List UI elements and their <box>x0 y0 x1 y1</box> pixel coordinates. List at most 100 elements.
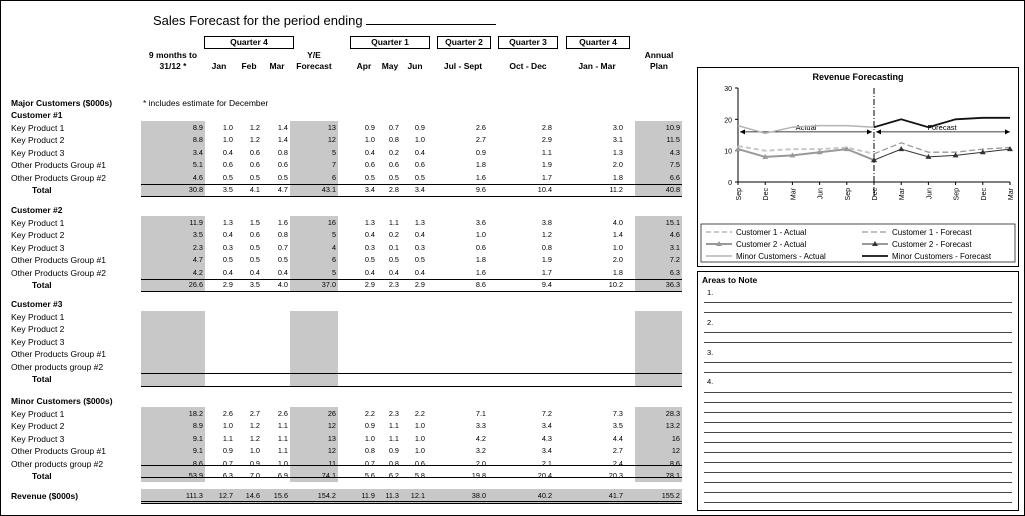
cell-value: 78.1 <box>665 471 680 480</box>
cell-value: 1.1 <box>277 433 288 443</box>
note-line[interactable] <box>704 492 1012 493</box>
cell-value: 7.0 <box>249 471 260 480</box>
cell-value: 12 <box>327 446 336 456</box>
revenue-label: Revenue ($000s) <box>11 491 79 501</box>
note-line[interactable] <box>704 342 1012 343</box>
cell-value: 5 <box>331 147 336 157</box>
note-line[interactable] <box>704 452 1012 453</box>
shade-ye-c2 <box>290 216 338 291</box>
cell-value: 155.2 <box>661 491 680 500</box>
x-tick-label: Dec <box>872 188 879 201</box>
x-tick-label: Mar <box>899 187 906 200</box>
cell-value: 0.5 <box>414 255 425 265</box>
note-line[interactable] <box>704 472 1012 473</box>
cell-value: 7 <box>331 160 336 170</box>
cell-value: 1.3 <box>364 218 375 227</box>
x-tick-label: Jun <box>818 188 825 199</box>
cell-value: 0.8 <box>277 147 288 157</box>
x-tick-label: Mar <box>790 187 797 200</box>
cell-value: 1.4 <box>277 135 288 145</box>
cell-value: 0.5 <box>388 172 399 182</box>
ye-line-1: Y/E <box>307 50 321 60</box>
total-label: Total <box>32 471 52 481</box>
note-line[interactable] <box>704 362 1012 363</box>
plan-line-2: Plan <box>650 61 668 71</box>
cell-value: 1.2 <box>249 123 260 132</box>
row-label: Key Product 3 <box>11 147 65 158</box>
note-line[interactable] <box>704 462 1012 463</box>
cell-value: 5 <box>331 230 336 240</box>
series-line <box>737 148 875 162</box>
shade-ytd-c3 <box>141 311 205 386</box>
cell-value: 13 <box>327 433 336 443</box>
cell-value: 37.0 <box>321 280 336 289</box>
cell-value: 2.9 <box>222 280 233 289</box>
cell-value: 4.2 <box>192 267 203 277</box>
cell-value: 0.4 <box>364 147 375 157</box>
notes-title: Areas to Note <box>702 275 758 285</box>
shade-plan-c3 <box>635 311 682 386</box>
cell-value: 2.3 <box>388 409 399 418</box>
cell-value: 2.3 <box>388 280 399 289</box>
cell-value: 0.6 <box>277 160 288 170</box>
note-line[interactable] <box>704 332 1012 333</box>
note-line[interactable] <box>704 442 1012 443</box>
cell-value: 0.3 <box>222 242 233 252</box>
cell-value: 0.4 <box>414 230 425 240</box>
col-header-jan: Jan <box>211 61 227 71</box>
col-header-ytd: 9 months to 31/12 * <box>140 50 206 72</box>
cell-value: 0.7 <box>277 242 288 252</box>
cell-value: 1.0 <box>364 135 375 145</box>
cell-value: 4.7 <box>192 255 203 265</box>
note-line[interactable] <box>704 422 1012 423</box>
cell-value: 1.2 <box>541 230 552 240</box>
cell-value: 0.4 <box>277 267 288 277</box>
total-rule-c1 <box>141 184 682 185</box>
total-rule-c3 <box>141 373 682 374</box>
shade-ytd-c2 <box>141 216 205 291</box>
cell-value: 0.2 <box>388 230 399 240</box>
note-line[interactable] <box>704 482 1012 483</box>
cell-value: 0.6 <box>249 230 260 240</box>
total-label: Total <box>32 374 52 384</box>
cell-value: 3.5 <box>249 280 260 289</box>
shade-ye-minor <box>290 407 338 482</box>
cell-value: 0.6 <box>249 147 260 157</box>
x-tick-label: Sep <box>736 188 743 201</box>
col-header-ye-forecast: Y/E Forecast <box>290 50 338 72</box>
section-heading: Customer #3 <box>11 299 63 309</box>
row-label: Key Product 1 <box>11 409 65 419</box>
cell-value: 1.3 <box>414 218 425 227</box>
series-point <box>898 146 905 152</box>
note-line[interactable] <box>704 432 1012 433</box>
cell-value: 2.0 <box>612 160 623 170</box>
note-line[interactable] <box>704 302 1012 303</box>
quarter-3-header: Quarter 3 <box>498 36 558 49</box>
note-line[interactable] <box>704 312 1012 313</box>
col-header-janmar: Jan - Mar <box>578 61 616 71</box>
series-line <box>737 124 875 135</box>
cell-value: 6.9 <box>277 471 288 480</box>
note-line[interactable] <box>704 402 1012 403</box>
cell-value: 1.8 <box>612 172 623 182</box>
cell-value: 0.6 <box>222 160 233 170</box>
cell-value: 154.2 <box>317 491 336 500</box>
x-tick-label: Mar <box>1008 187 1015 200</box>
col-header-annual-plan: Annual Plan <box>636 50 682 72</box>
period-blank-field[interactable] <box>366 12 497 25</box>
note-line[interactable] <box>704 502 1012 503</box>
cell-value: 1.4 <box>277 123 288 132</box>
page-title: Sales Forecast for the period ending <box>153 12 497 28</box>
note-line[interactable] <box>704 392 1012 393</box>
shade-ye-c1 <box>290 121 338 196</box>
note-line[interactable] <box>704 372 1012 373</box>
cell-value: 0.9 <box>222 446 233 456</box>
row-label: Other products group #2 <box>11 458 104 469</box>
cell-value: 26 <box>327 409 336 418</box>
cell-value: 4.6 <box>192 172 203 182</box>
cell-value: 38.0 <box>471 491 486 500</box>
note-line[interactable] <box>704 412 1012 413</box>
cell-value: 10.4 <box>537 185 552 194</box>
cell-value: 2.8 <box>541 123 552 132</box>
actual-annotation: Actual <box>796 123 817 132</box>
